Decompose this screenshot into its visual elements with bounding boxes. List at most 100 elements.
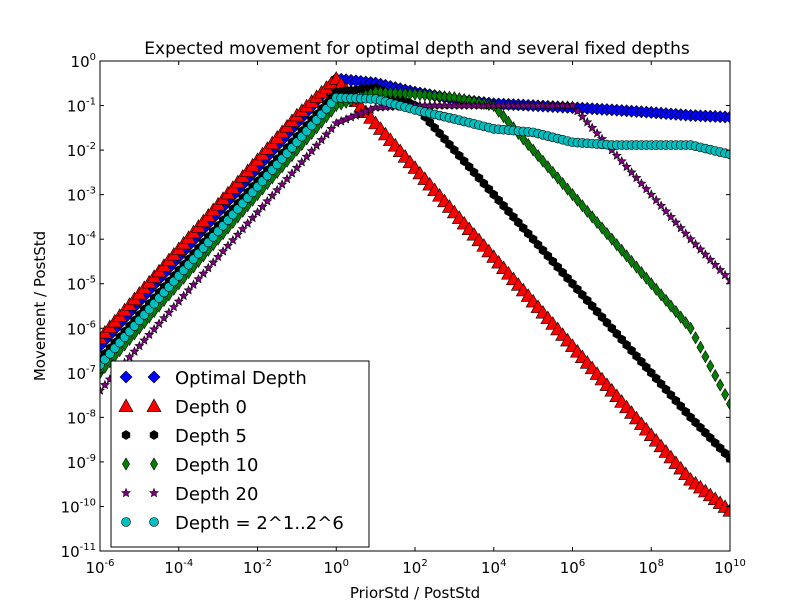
- data-point: [701, 350, 710, 364]
- data-point: [670, 217, 681, 227]
- data-point: [691, 331, 700, 345]
- data-point: [632, 260, 641, 274]
- data-point: [578, 290, 587, 300]
- data-point: [583, 295, 592, 306]
- y-tick-label: 100: [71, 52, 96, 71]
- data-point: [706, 359, 715, 373]
- data-point: [296, 156, 307, 167]
- data-point: [603, 227, 611, 241]
- data-point: [469, 167, 479, 178]
- data-point: [716, 378, 725, 392]
- data-point: [695, 244, 706, 254]
- data-point: [642, 362, 651, 373]
- legend-label: Depth 20: [175, 484, 258, 505]
- data-point: [726, 397, 730, 411]
- data-point: [705, 254, 716, 264]
- data-point: [538, 245, 548, 256]
- data-point: [660, 206, 672, 216]
- y-tick-label: 10-1: [67, 97, 96, 116]
- data-point: [203, 262, 214, 273]
- legend-label: Depth 5: [175, 426, 247, 447]
- legend-label: Depth = 2^1..2^6: [175, 513, 344, 534]
- data-point: [445, 139, 454, 150]
- x-tick-label: 100: [324, 558, 349, 577]
- data-point: [612, 238, 621, 252]
- data-point: [686, 321, 695, 335]
- data-point: [543, 251, 553, 261]
- data-point: [715, 264, 726, 275]
- legend-marker: [119, 370, 133, 384]
- data-point: [321, 129, 332, 139]
- data-point: [567, 100, 578, 110]
- data-point: [316, 134, 327, 145]
- data-point: [722, 503, 730, 517]
- data-point: [558, 176, 567, 191]
- data-point: [435, 128, 444, 139]
- data-point: [163, 307, 174, 317]
- data-point: [656, 379, 666, 389]
- data-point: [627, 345, 636, 356]
- data-point: [720, 269, 730, 280]
- data-point: [632, 351, 641, 361]
- data-point: [455, 150, 464, 161]
- data-point: [676, 401, 685, 412]
- data-point: [528, 234, 538, 245]
- data-point: [607, 323, 617, 334]
- data-point: [612, 328, 621, 339]
- data-point: [676, 310, 685, 324]
- x-axis: 10-6 10-4 10-2 100 102 104 106 108 1010: [85, 61, 746, 577]
- data-point: [139, 335, 150, 345]
- legend-marker: [122, 457, 130, 471]
- y-tick-label: 10-5: [67, 275, 96, 294]
- data-point: [617, 334, 626, 345]
- data-point: [499, 200, 508, 211]
- y-tick-label: 10-10: [61, 497, 96, 516]
- data-point: [621, 161, 632, 172]
- x-tick-label: 10-4: [164, 558, 193, 577]
- data-point: [277, 179, 288, 189]
- data-point: [558, 267, 567, 278]
- data-point: [597, 312, 607, 322]
- data-point: [183, 285, 194, 295]
- data-point: [129, 346, 140, 356]
- data-point: [588, 210, 597, 224]
- data-point: [425, 117, 434, 128]
- legend-marker: [120, 487, 132, 498]
- data-point: [222, 240, 233, 251]
- data-point: [489, 189, 498, 200]
- data-point: [218, 246, 229, 256]
- data-point: [602, 317, 612, 328]
- data-point: [700, 249, 711, 259]
- data-point: [267, 190, 278, 200]
- data-point: [592, 128, 603, 138]
- data-point: [100, 385, 106, 395]
- data-point: [168, 301, 179, 312]
- data-point: [198, 268, 209, 278]
- data-point: [474, 173, 484, 183]
- data-point: [213, 251, 224, 262]
- data-point: [587, 301, 597, 311]
- legend-marker: [118, 398, 134, 412]
- data-point: [642, 271, 651, 285]
- data-point: [524, 228, 533, 239]
- x-tick-label: 104: [481, 558, 506, 577]
- data-point: [524, 137, 533, 152]
- legend-box: [110, 360, 370, 548]
- data-point: [257, 201, 268, 212]
- data-point: [631, 172, 642, 183]
- data-point: [657, 288, 666, 302]
- y-tick-label: 10-6: [67, 319, 96, 338]
- data-point: [721, 387, 730, 402]
- data-point: [411, 87, 419, 101]
- data-point: [616, 155, 627, 166]
- series-depth-2-1-2-6: [100, 92, 730, 370]
- data-point: [326, 123, 337, 134]
- data-point: [572, 105, 583, 116]
- y-tick-label: 10-8: [67, 408, 96, 427]
- data-point: [134, 340, 145, 351]
- legend-marker: [150, 457, 158, 471]
- data-point: [578, 199, 587, 213]
- data-point: [724, 274, 730, 285]
- data-point: [665, 211, 676, 222]
- y-tick-label: 10-2: [67, 141, 96, 160]
